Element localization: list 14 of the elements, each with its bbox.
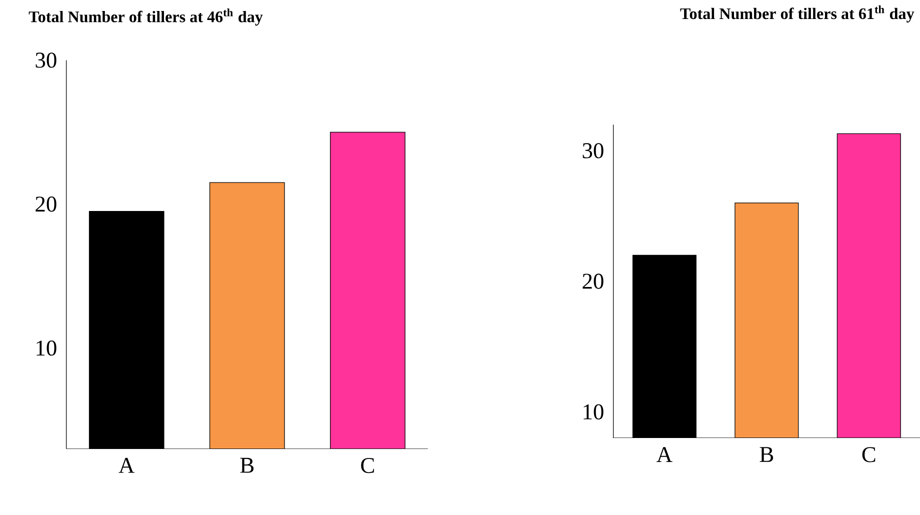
x-tick-label: B (760, 447, 774, 462)
y-tick-label: 30 (36, 52, 56, 68)
chart-title: Total Number of tillers at 61$^{th}$ day (680, 5, 914, 22)
y-tick-label: 10 (36, 340, 56, 356)
y-tick-label: 20 (36, 196, 56, 212)
y-tick-label: 30 (582, 143, 604, 158)
x-tick-label: C (862, 447, 876, 462)
x-tick-label: A (656, 447, 672, 462)
x-tick-label: A (118, 458, 135, 473)
y-tick-label: 20 (582, 274, 604, 289)
y-tick-label: 10 (584, 404, 604, 420)
x-tick-label: C (361, 458, 374, 474)
x-tick-label: B (240, 458, 254, 473)
chart-title: Total Number of tillers at 46$^{th}$ day (28, 8, 263, 26)
